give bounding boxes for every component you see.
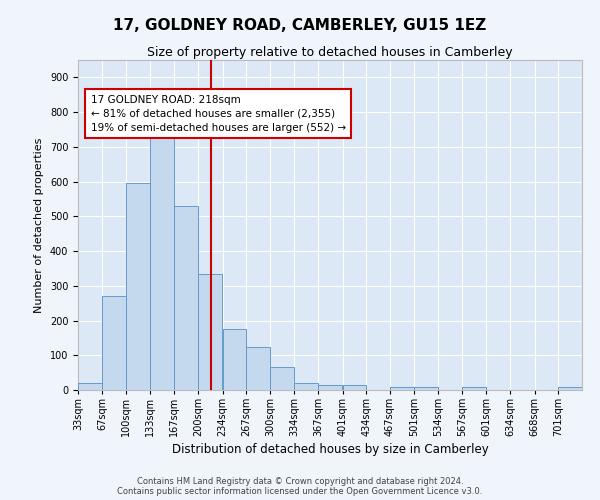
Bar: [415, 386, 438, 390]
Text: 17 GOLDNEY ROAD: 218sqm
← 81% of detached houses are smaller (2,355)
19% of semi: 17 GOLDNEY ROAD: 218sqm ← 81% of detache…: [91, 94, 346, 132]
Text: Contains HM Land Registry data © Crown copyright and database right 2024.
Contai: Contains HM Land Registry data © Crown c…: [118, 476, 482, 496]
Bar: [175, 206, 198, 390]
Bar: [462, 386, 485, 390]
Bar: [78, 383, 102, 390]
Bar: [150, 134, 173, 390]
Bar: [246, 346, 270, 390]
Bar: [558, 386, 582, 390]
Y-axis label: Number of detached properties: Number of detached properties: [34, 138, 44, 312]
Bar: [270, 368, 293, 390]
Bar: [223, 329, 246, 390]
X-axis label: Distribution of detached houses by size in Camberley: Distribution of detached houses by size …: [172, 444, 488, 456]
Bar: [295, 383, 318, 390]
Bar: [198, 274, 222, 390]
Bar: [103, 296, 126, 390]
Bar: [318, 385, 342, 390]
Title: Size of property relative to detached houses in Camberley: Size of property relative to detached ho…: [147, 46, 513, 59]
Bar: [343, 385, 367, 390]
Bar: [126, 184, 150, 390]
Text: 17, GOLDNEY ROAD, CAMBERLEY, GU15 1EZ: 17, GOLDNEY ROAD, CAMBERLEY, GU15 1EZ: [113, 18, 487, 32]
Bar: [390, 386, 414, 390]
